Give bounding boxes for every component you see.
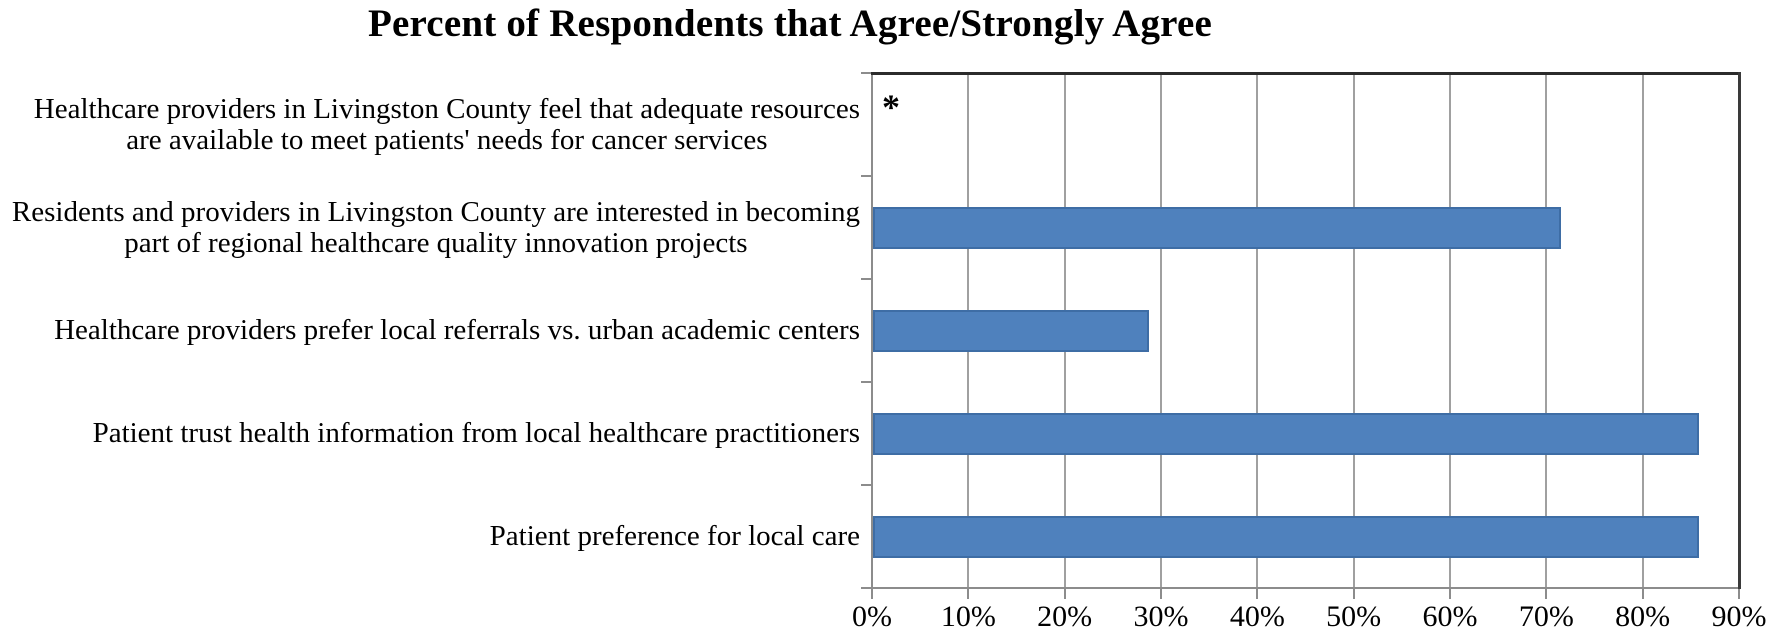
gridline [1352, 73, 1355, 588]
category-label-row: Residents and providers in Livingston Co… [0, 176, 872, 279]
category-label: Patient preference for local care [489, 520, 860, 552]
gridline [1256, 73, 1259, 588]
suppressed-data-asterisk: * [882, 87, 900, 127]
chart-title: Percent of Respondents that Agree/Strong… [367, 2, 1213, 45]
category-axis-labels: Healthcare providers in Livingston Count… [0, 73, 872, 588]
category-label: Healthcare providers prefer local referr… [54, 314, 860, 346]
value-axis-labels: 0% 10% 20% 30% 40% 50% 60% 70% 80% 90% [852, 600, 1767, 640]
value-tick [871, 589, 873, 599]
value-tick [1256, 589, 1259, 599]
value-tick [1063, 589, 1066, 599]
x-axis-tick-label: 70% [1518, 600, 1574, 633]
value-tick [1545, 589, 1548, 599]
category-label-row: Patient preference for local care [0, 485, 872, 588]
x-axis-tick-label: 10% [940, 600, 996, 633]
category-tick [861, 175, 871, 177]
x-axis-tick-label: 40% [1229, 600, 1285, 633]
category-label: Patient trust health information from lo… [92, 417, 860, 449]
value-tick [1160, 589, 1162, 599]
value-tick [1352, 589, 1355, 599]
bar [873, 412, 1699, 455]
plot-right-border [1738, 72, 1741, 589]
x-axis-tick-label: 60% [1422, 600, 1478, 633]
category-label-row: Healthcare providers prefer local referr… [0, 279, 872, 382]
bar [873, 206, 1561, 249]
category-label-row: Healthcare providers in Livingston Count… [0, 73, 872, 176]
plot-area: * [861, 72, 1741, 599]
category-tick [861, 278, 871, 280]
x-axis-tick-label: 50% [1326, 600, 1382, 633]
x-axis-tick-label: 30% [1133, 600, 1189, 633]
x-axis-tick-label: 80% [1615, 600, 1671, 633]
gridline [1545, 73, 1548, 588]
x-axis-line [871, 587, 1739, 589]
x-axis-tick-label: 90% [1711, 600, 1767, 633]
category-label: Residents and providers in Livingston Co… [11, 195, 860, 259]
category-tick [861, 587, 871, 589]
value-tick [967, 589, 970, 599]
plot-top-border [871, 72, 1741, 75]
category-tick [861, 72, 871, 74]
x-axis-tick-label: 20% [1037, 600, 1093, 633]
value-tick [1641, 589, 1644, 599]
gridline [1449, 73, 1451, 588]
category-label-row: Patient trust health information from lo… [0, 382, 872, 485]
category-tick [861, 484, 871, 486]
x-axis-tick-label: 0% [852, 600, 892, 633]
category-label: Healthcare providers in Livingston Count… [33, 92, 860, 156]
bar [873, 309, 1149, 352]
category-tick [861, 381, 871, 383]
value-tick [1738, 589, 1740, 599]
y-axis-line [871, 73, 873, 588]
gridline [1160, 73, 1162, 588]
gridline [1641, 73, 1644, 588]
bar [873, 515, 1699, 558]
value-tick [1449, 589, 1451, 599]
